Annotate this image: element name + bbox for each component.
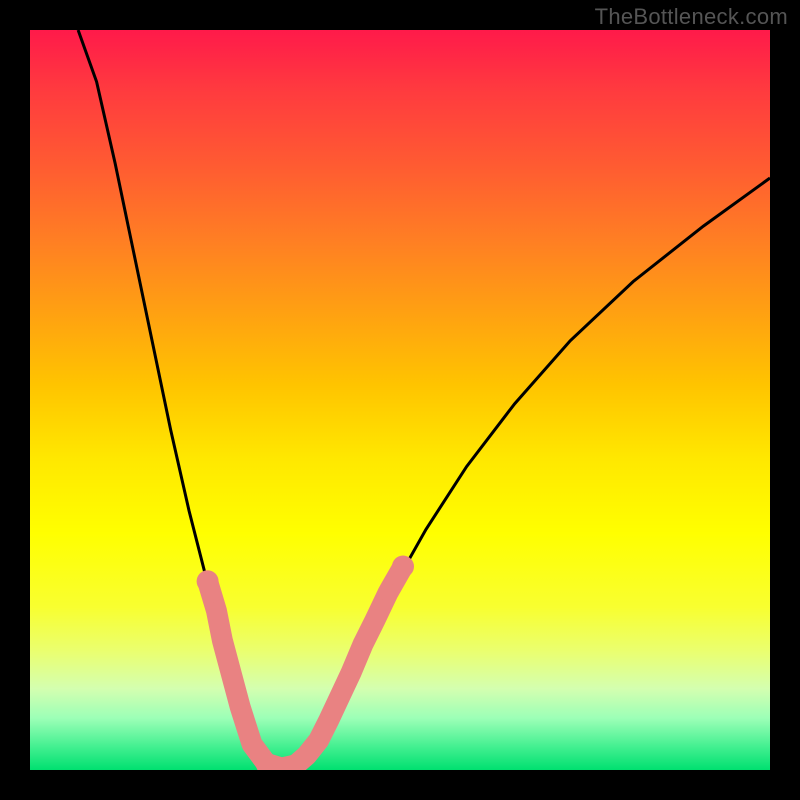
curve-marker xyxy=(379,583,397,601)
curve-marker xyxy=(208,602,226,620)
curve-marker xyxy=(332,686,350,704)
curve-marker xyxy=(231,698,249,716)
curve-marker xyxy=(320,711,338,729)
bottleneck-curve-svg xyxy=(30,30,770,770)
curve-marker xyxy=(342,663,360,681)
chart-plot-area xyxy=(30,30,770,770)
bottleneck-curve-line xyxy=(78,30,770,770)
curve-data-markers xyxy=(197,556,414,771)
curve-marker xyxy=(354,635,372,653)
curve-marker xyxy=(197,570,219,592)
watermark-text: TheBottleneck.com xyxy=(595,4,788,30)
markers-valley-connector xyxy=(267,764,295,768)
curve-marker xyxy=(243,735,261,753)
curve-marker xyxy=(392,556,414,578)
curve-marker xyxy=(213,632,231,650)
curve-marker xyxy=(222,665,240,683)
curve-marker xyxy=(310,731,328,749)
curve-marker xyxy=(366,612,384,630)
